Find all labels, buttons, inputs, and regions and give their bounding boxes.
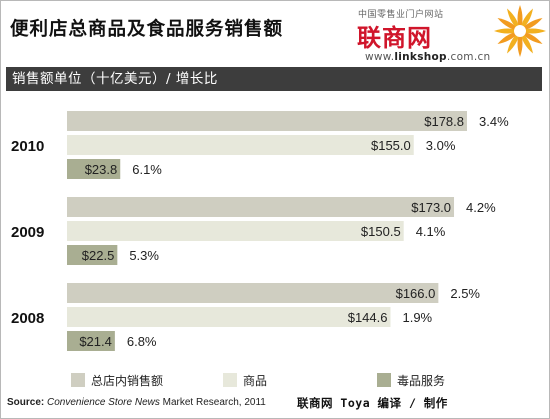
logo-url: www.linkshop.com.cn xyxy=(365,51,491,63)
chart-title: 便利店总商品及食品服务销售额 xyxy=(10,19,284,40)
legend-label-1: 商品 xyxy=(243,373,267,388)
source-rest: Market Research, 2011 xyxy=(162,397,266,408)
value-label-2008-series-0: $166.0 xyxy=(396,286,436,301)
growth-label-2009-series-1: 4.1% xyxy=(416,224,446,239)
logo-url-suffix: .com.cn xyxy=(446,51,491,63)
bar-2009-series-1 xyxy=(67,221,404,241)
source-line: Source: Convenience Store News Market Re… xyxy=(7,397,543,408)
source-label: Source: xyxy=(7,397,45,408)
value-label-2008-series-2: $21.4 xyxy=(79,334,112,349)
linkshop-logo: 中国零售业门户网站 联商网 www.linkshop.com.cn xyxy=(341,1,550,67)
year-label-2008: 2008 xyxy=(11,310,44,327)
bar-2010-series-2 xyxy=(67,159,121,179)
bar-2008-series-0 xyxy=(67,283,439,303)
value-label-2009-series-0: $173.0 xyxy=(411,200,451,215)
value-label-2010-series-0: $178.8 xyxy=(424,114,464,129)
bar-2009-series-0 xyxy=(67,197,455,217)
logo-site-text: 中国零售业门户网站 xyxy=(358,10,444,20)
logo-url-prefix: www. xyxy=(365,51,395,63)
growth-label-2009-series-2: 5.3% xyxy=(129,248,159,263)
unit-label-bar: 销售额单位（十亿美元）/ 增长比 xyxy=(6,67,542,91)
growth-label-2010-series-1: 3.0% xyxy=(426,138,456,153)
growth-label-2010-series-0: 3.4% xyxy=(479,114,509,129)
growth-label-2008-series-2: 6.8% xyxy=(127,334,157,349)
growth-label-2010-series-2: 6.1% xyxy=(132,162,162,177)
growth-label-2008-series-1: 1.9% xyxy=(402,310,432,325)
growth-label-2008-series-0: 2.5% xyxy=(450,286,480,301)
legend-swatch-1 xyxy=(223,373,237,387)
bar-2008-series-1 xyxy=(67,307,391,327)
bar-2008-series-2 xyxy=(67,331,115,351)
legend-swatch-2 xyxy=(377,373,391,387)
logo-url-domain: linkshop xyxy=(394,51,447,63)
source-name: Convenience Store News xyxy=(47,397,160,408)
value-label-2009-series-1: $150.5 xyxy=(361,224,401,239)
value-label-2008-series-1: $144.6 xyxy=(348,310,388,325)
logo-name: 联商网 xyxy=(357,24,432,52)
bar-2009-series-2 xyxy=(67,245,118,265)
legend-label-2: 毒品服务 xyxy=(397,373,445,388)
year-label-2009: 2009 xyxy=(11,224,44,241)
value-label-2010-series-1: $155.0 xyxy=(371,138,411,153)
year-label-2010: 2010 xyxy=(11,138,44,155)
legend-label-0: 总店内销售额 xyxy=(91,373,163,388)
value-label-2010-series-2: $23.8 xyxy=(85,162,118,177)
bar-2010-series-1 xyxy=(67,135,414,155)
value-label-2009-series-2: $22.5 xyxy=(82,248,115,263)
sun-icon xyxy=(494,5,546,57)
legend-swatch-0 xyxy=(71,373,85,387)
growth-label-2009-series-0: 4.2% xyxy=(466,200,496,215)
bar-2010-series-0 xyxy=(67,111,467,131)
credit-text: 联商网 Toya 编译 / 制作 xyxy=(297,396,448,410)
